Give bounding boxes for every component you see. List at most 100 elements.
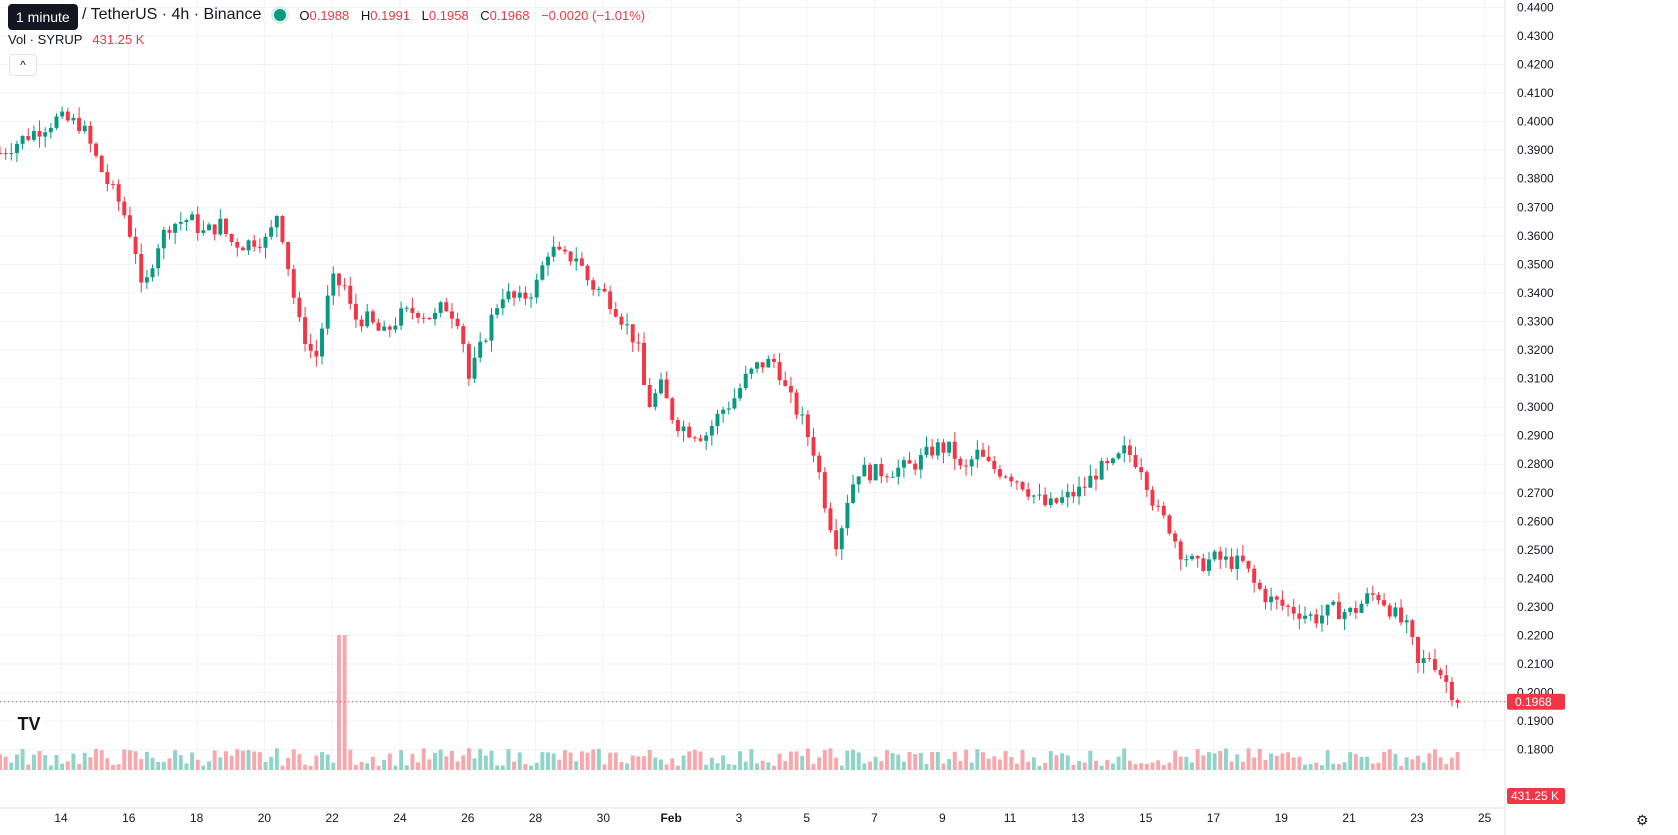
candle-body xyxy=(529,297,534,299)
candle-body xyxy=(1127,445,1132,456)
volume-bar xyxy=(675,765,680,770)
time-tick-label: 21 xyxy=(1342,811,1356,825)
volume-bar xyxy=(1336,764,1341,770)
candle-body xyxy=(223,218,228,235)
candle-body xyxy=(116,184,121,202)
volume-badge xyxy=(1507,788,1565,804)
candle-body xyxy=(1416,636,1420,663)
volume-bar xyxy=(314,755,319,770)
candle-body xyxy=(822,472,827,509)
candle-body xyxy=(1291,606,1296,614)
volume-bar xyxy=(133,751,138,770)
volume-bar xyxy=(596,748,601,770)
candle-body xyxy=(591,280,596,290)
candle-body xyxy=(1421,658,1426,663)
volume-bar xyxy=(1195,749,1200,770)
candle-body xyxy=(1020,481,1025,490)
candle-body xyxy=(613,309,618,317)
candle-body xyxy=(1325,604,1330,616)
time-tick-label: 28 xyxy=(529,811,543,825)
volume-bar xyxy=(608,752,613,770)
volume-bar xyxy=(1353,754,1358,770)
candle-body xyxy=(636,342,641,344)
volume-bar xyxy=(591,749,596,770)
volume-bar xyxy=(1071,764,1076,770)
tradingview-logo-icon[interactable]: TV xyxy=(12,710,46,738)
candle-body xyxy=(811,437,816,456)
price-tick-label: 0.2100 xyxy=(1517,657,1554,671)
candle-body xyxy=(88,125,93,144)
volume-bar xyxy=(687,751,692,770)
candle-body xyxy=(726,408,731,410)
volume-bar xyxy=(1144,763,1149,770)
volume-bar xyxy=(1178,756,1183,770)
candle-body xyxy=(1444,675,1449,682)
candle-body xyxy=(0,153,2,155)
volume-bar xyxy=(246,749,251,770)
collapse-legend-button[interactable]: ^ xyxy=(9,54,37,76)
volume-bar xyxy=(935,752,940,770)
volume-bar xyxy=(280,765,285,770)
volume-bar xyxy=(771,765,776,770)
price-tick-label: 0.3100 xyxy=(1517,372,1554,386)
volume-bar xyxy=(1105,759,1110,770)
candle-body xyxy=(647,384,652,408)
volume-bar xyxy=(986,758,991,770)
volume-bar xyxy=(94,748,99,770)
volume-bar xyxy=(958,761,963,770)
settings-gear-icon[interactable]: ⚙ xyxy=(1636,812,1649,828)
volume-bar xyxy=(907,752,912,770)
price-tick-label: 0.3800 xyxy=(1517,172,1554,186)
volume-bar xyxy=(99,750,104,770)
candle-body xyxy=(1404,620,1409,623)
volume-bar xyxy=(500,765,505,770)
candle-body xyxy=(574,258,579,262)
candle-body xyxy=(1348,607,1353,613)
candle-body xyxy=(1105,460,1110,464)
price-tick-label: 0.4400 xyxy=(1517,0,1554,14)
candle-body xyxy=(828,508,833,531)
volume-bar xyxy=(506,749,511,770)
candle-body xyxy=(834,530,839,550)
candle-body xyxy=(331,273,336,296)
candle-body xyxy=(1336,601,1341,620)
candle-body xyxy=(749,368,754,374)
symbol-title[interactable]: / TetherUS · 4h · Binance xyxy=(82,6,262,23)
volume-bar xyxy=(873,756,878,770)
candle-body xyxy=(297,297,302,318)
price-tick-label: 0.3700 xyxy=(1517,200,1554,214)
candle-body xyxy=(399,308,404,326)
volume-bar xyxy=(353,764,358,770)
candle-body xyxy=(1365,593,1370,604)
volume-bar xyxy=(1206,752,1211,770)
candle-body xyxy=(1043,494,1048,506)
candle-body xyxy=(879,464,884,477)
volume-bar xyxy=(1331,763,1336,770)
price-tick-label: 0.1900 xyxy=(1517,714,1554,728)
volume-bar xyxy=(704,764,709,770)
volume-bar xyxy=(60,763,65,770)
interval-tooltip: 1 minute xyxy=(8,4,78,30)
candle-body xyxy=(156,248,161,269)
volume-bar xyxy=(308,765,313,770)
candle-body xyxy=(930,446,935,456)
volume-bar xyxy=(404,765,409,770)
candle-body xyxy=(20,136,25,144)
candle-body xyxy=(534,279,539,298)
candle-body xyxy=(9,153,14,155)
volume-bar xyxy=(427,759,432,770)
volume-bar xyxy=(1099,765,1104,770)
volume-bar xyxy=(1082,762,1087,770)
price-tick-label: 0.4100 xyxy=(1517,86,1554,100)
candle-body xyxy=(992,460,997,470)
volume-bar xyxy=(1156,760,1161,770)
volume-bar xyxy=(31,754,36,770)
volume-bar xyxy=(240,750,245,770)
volume-bar xyxy=(783,761,788,770)
volume-bar xyxy=(433,753,437,770)
candle-body xyxy=(190,214,195,221)
candle-body xyxy=(1246,560,1251,569)
volume-bar xyxy=(43,755,48,770)
candle-body xyxy=(596,288,601,290)
